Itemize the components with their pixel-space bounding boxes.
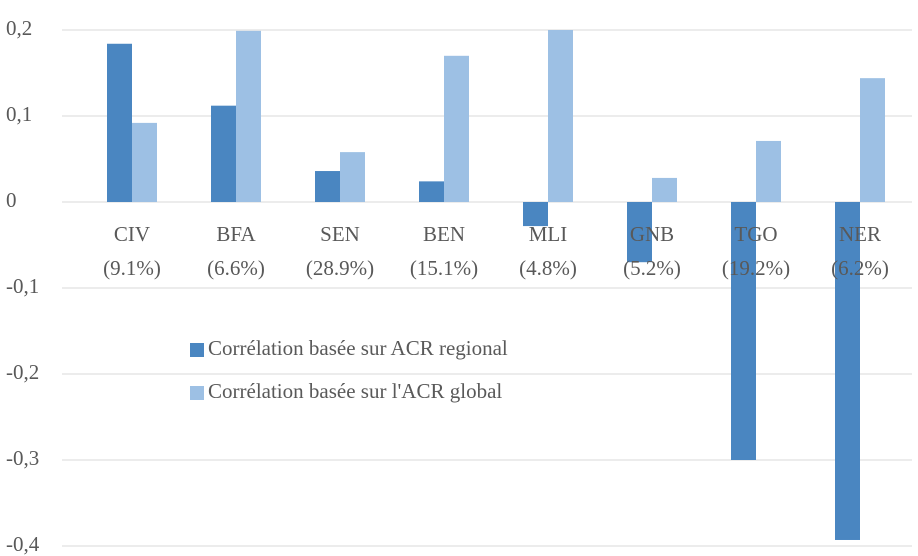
bar	[107, 43, 132, 203]
bar	[731, 202, 756, 460]
x-tick-label: CIV (9.1%)	[103, 222, 161, 280]
bar	[419, 181, 444, 202]
legend-label: Corrélation basée sur l'ACR global	[208, 379, 502, 403]
x-tick-label: BFA (6.6%)	[207, 222, 265, 280]
legend-label: Corrélation basée sur ACR regional	[208, 336, 508, 360]
bar	[756, 140, 781, 202]
x-tick-label: NER (6.2%)	[831, 222, 889, 280]
y-tick-label: 0	[6, 188, 17, 212]
bar	[860, 78, 885, 202]
bar	[444, 55, 469, 202]
y-tick-label: 0,1	[6, 102, 32, 126]
x-tick-label: BEN (15.1%)	[410, 222, 478, 280]
bar	[315, 171, 340, 202]
x-tick-label: TGO (19.2%)	[722, 222, 790, 280]
x-tick-label: MLI (4.8%)	[519, 222, 577, 280]
bar	[548, 30, 573, 202]
bar	[211, 105, 236, 202]
bar	[236, 30, 261, 202]
y-tick-label: 0,2	[6, 16, 32, 40]
y-tick-label: -0,2	[6, 360, 39, 384]
y-tick-label: -0,4	[6, 532, 40, 556]
bar	[652, 177, 677, 202]
y-tick-label: -0,1	[6, 274, 39, 298]
x-tick-label: SEN (28.9%)	[306, 222, 374, 280]
bar	[132, 122, 157, 202]
x-tick-label: GNB (5.2%)	[623, 222, 681, 280]
bar	[835, 202, 860, 540]
legend-swatch	[190, 386, 204, 400]
bar	[523, 202, 548, 227]
bar	[627, 202, 652, 263]
bar	[340, 152, 365, 202]
legend-swatch	[190, 343, 204, 357]
y-tick-label: -0,3	[6, 446, 39, 470]
